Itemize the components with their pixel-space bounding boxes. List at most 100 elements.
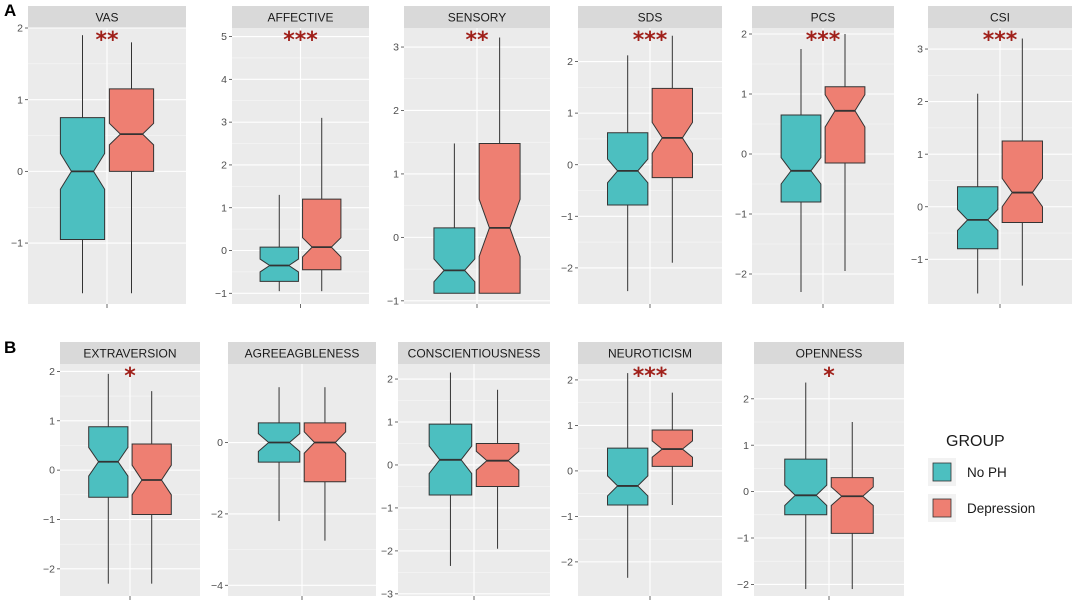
y-tick-label: −3 <box>381 588 393 600</box>
y-tick-label: 0 <box>743 486 749 498</box>
y-tick-label: 3 <box>221 117 227 129</box>
strip-sensory <box>404 6 550 28</box>
y-tick-label: −1 <box>735 209 747 221</box>
box-depression-vas <box>108 88 155 172</box>
strip-csi <box>928 6 1072 28</box>
y-tick-label: −2 <box>381 545 393 557</box>
y-tick-label: 1 <box>567 420 573 432</box>
strip-label-affective: AFFECTIVE <box>267 11 333 25</box>
y-tick-label: 3 <box>917 44 923 56</box>
strip-label-conscientiousness: CONSCIENTIOUSNESS <box>408 347 541 361</box>
y-tick-label: 1 <box>17 94 23 106</box>
box-depression-sensory <box>478 142 521 294</box>
strip-sds <box>578 6 722 28</box>
strip-openness <box>754 342 904 364</box>
box-depression-affective <box>302 198 342 271</box>
strip-label-pcs: PCS <box>811 11 836 25</box>
y-tick-label: −1 <box>381 503 393 515</box>
box-no-ph-openness <box>784 458 828 516</box>
panel-label-b: B <box>4 338 16 357</box>
legend-title: GROUP <box>946 433 1005 450</box>
facet-agreeagbleness: AGREEAGBLENESS −4 −2 0 <box>211 342 376 600</box>
y-tick-label: −2 <box>43 563 55 575</box>
y-tick-label: 0 <box>567 159 573 171</box>
strip-pcs <box>752 6 894 28</box>
significance-sds: *** <box>633 28 668 53</box>
y-tick-label: −4 <box>211 580 223 592</box>
y-tick-label: 0 <box>387 460 393 472</box>
strip-label-neuroticism: NEUROTICISM <box>608 347 692 361</box>
box-depression-agreeagbleness <box>303 422 347 483</box>
y-tick-label: 1 <box>387 417 393 429</box>
y-tick-label: 1 <box>743 440 749 452</box>
y-tick-label: −1 <box>737 533 749 545</box>
y-tick-label: 1 <box>567 108 573 120</box>
y-tick-label: 2 <box>393 105 399 117</box>
strip-neuroticism <box>578 342 722 364</box>
y-tick-label: 1 <box>49 415 55 427</box>
y-tick-label: 0 <box>217 437 223 449</box>
y-tick-label: −2 <box>735 269 747 281</box>
y-tick-label: 2 <box>741 29 747 41</box>
box-depression-conscientiousness <box>475 442 520 487</box>
facet-affective: AFFECTIVE −1 0 1 2 3 4 5 *** <box>215 6 369 308</box>
y-tick-label: −2 <box>211 509 223 521</box>
facet-sensory: SENSORY −1 0 1 2 3 ** <box>387 6 550 308</box>
facet-vas: VAS −1 0 1 2 ** <box>11 6 186 308</box>
facet-openness: OPENNESS −2 −1 0 1 2 * <box>737 342 904 600</box>
box-no-ph-csi <box>957 186 999 250</box>
facet-extraversion: EXTRAVERSION −2 −1 0 1 2 * <box>43 342 200 600</box>
y-tick-label: −1 <box>11 238 23 250</box>
y-tick-label: 0 <box>221 245 227 257</box>
y-tick-label: −1 <box>911 254 923 266</box>
strip-label-vas: VAS <box>95 11 118 25</box>
strip-label-sds: SDS <box>638 11 663 25</box>
y-tick-label: 2 <box>49 366 55 378</box>
y-tick-label: −2 <box>561 556 573 568</box>
y-tick-label: 0 <box>393 232 399 244</box>
facet-csi: CSI −1 0 1 2 3 *** <box>911 6 1072 308</box>
y-tick-label: 1 <box>741 89 747 101</box>
y-tick-label: 0 <box>49 465 55 477</box>
strip-extraversion <box>60 342 200 364</box>
y-tick-label: −2 <box>737 579 749 591</box>
significance-neuroticism: *** <box>633 364 668 389</box>
strip-affective <box>232 6 369 28</box>
y-tick-label: −1 <box>387 295 399 307</box>
y-tick-label: 2 <box>917 96 923 108</box>
box-no-ph-vas <box>59 117 106 240</box>
facet-neuroticism: NEUROTICISM −2 −1 0 1 2 *** <box>561 342 722 600</box>
significance-affective: *** <box>283 28 318 53</box>
strip-label-extraversion: EXTRAVERSION <box>83 347 176 361</box>
y-tick-label: 0 <box>17 166 23 178</box>
y-tick-label: −1 <box>43 514 55 526</box>
y-tick-label: 2 <box>743 393 749 405</box>
box-no-ph-neuroticism <box>607 447 649 506</box>
significance-pcs: *** <box>806 28 841 53</box>
significance-csi: *** <box>983 28 1018 53</box>
y-tick-label: −1 <box>561 211 573 223</box>
y-tick-label: 1 <box>393 169 399 181</box>
facet-conscientiousness: CONSCIENTIOUSNESS −3 −2 −1 0 1 2 <box>381 342 550 600</box>
strip-label-sensory: SENSORY <box>448 11 506 25</box>
strip-label-agreeagbleness: AGREEAGBLENESS <box>245 347 360 361</box>
strip-conscientiousness <box>398 342 550 364</box>
y-tick-label: 1 <box>221 202 227 214</box>
box-no-ph-sds <box>607 132 649 206</box>
significance-openness: * <box>823 364 835 389</box>
y-tick-label: 1 <box>917 149 923 161</box>
y-tick-label: −1 <box>215 288 227 300</box>
legend-key-no-ph <box>932 462 952 482</box>
box-no-ph-affective <box>259 246 299 282</box>
y-tick-label: 5 <box>221 31 227 43</box>
y-tick-label: 2 <box>567 56 573 68</box>
legend: GROUP No PH Depression <box>928 433 1035 522</box>
legend-key-depression <box>932 498 952 518</box>
significance-sensory: ** <box>465 28 489 53</box>
box-depression-neuroticism <box>651 429 693 467</box>
y-tick-label: −2 <box>561 262 573 274</box>
y-tick-label: −1 <box>561 511 573 523</box>
legend-label-no-ph: No PH <box>967 465 1007 480</box>
